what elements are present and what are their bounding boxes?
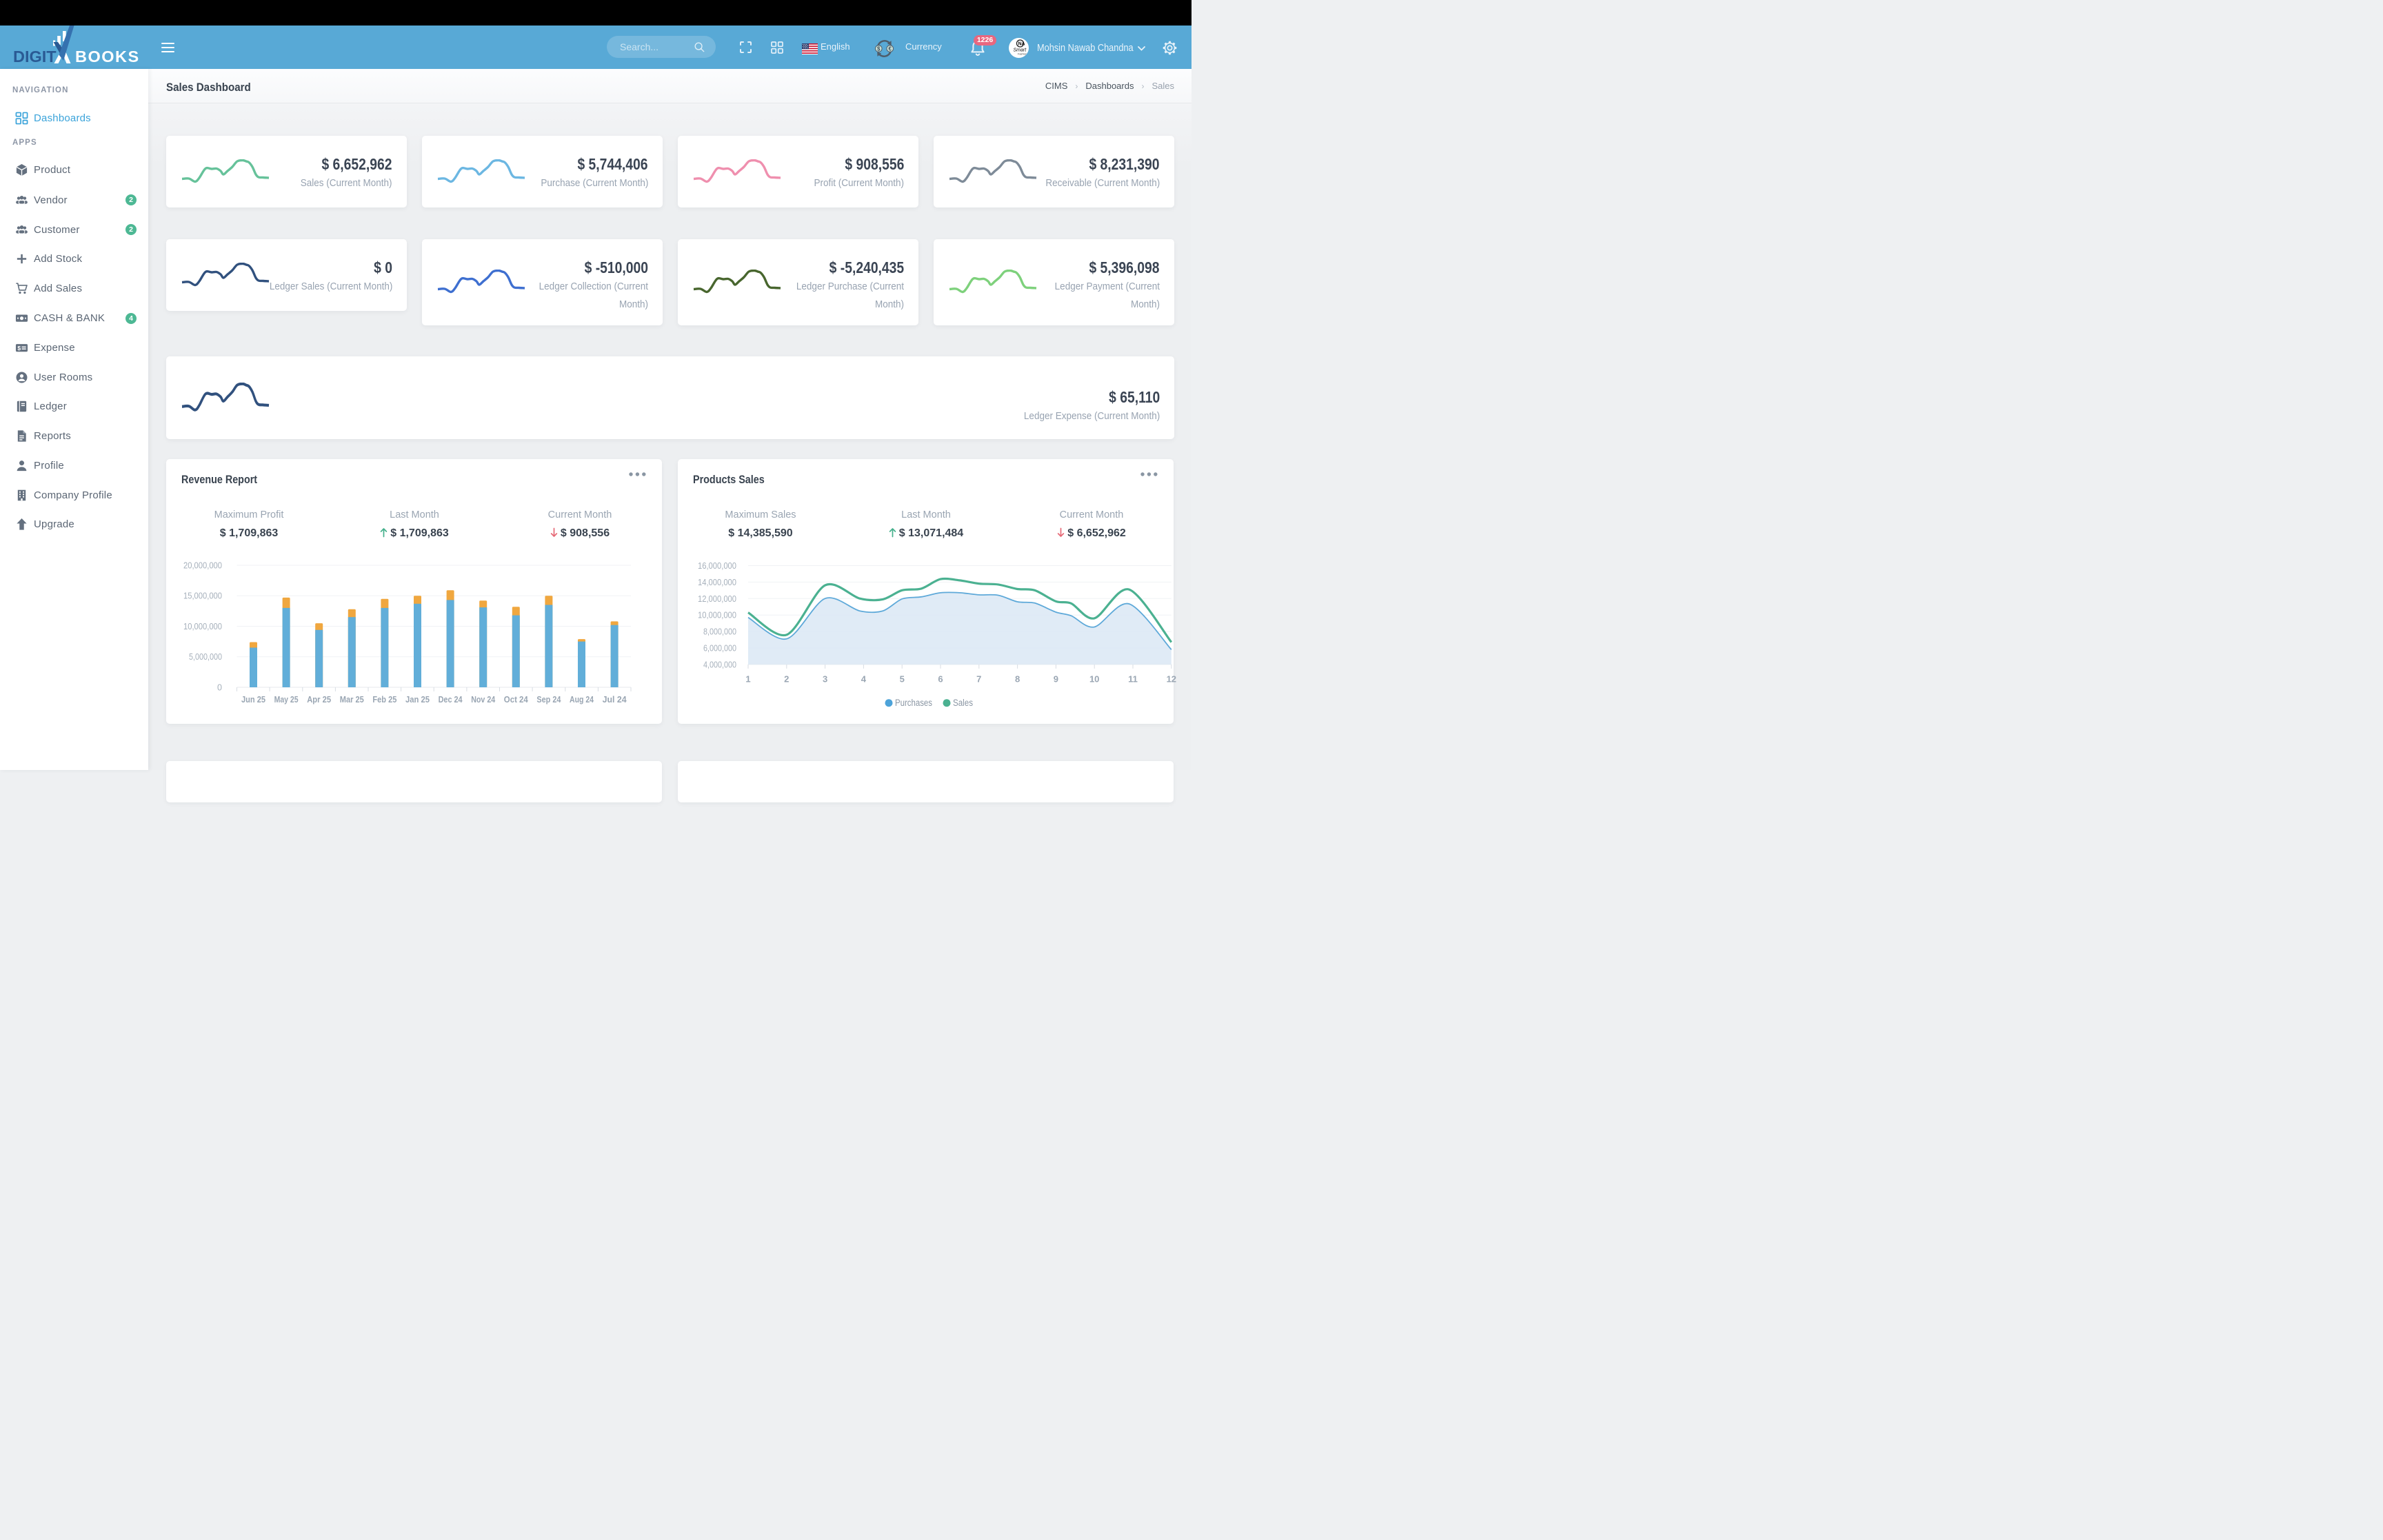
svg-text:DIGIT: DIGIT — [13, 48, 57, 65]
svg-text:NA: NA — [1018, 42, 1025, 47]
svg-text:5: 5 — [900, 673, 905, 684]
svg-text:Nov 24: Nov 24 — [471, 694, 496, 705]
svg-text:3: 3 — [823, 673, 827, 684]
svg-text:$: $ — [17, 344, 21, 351]
svg-text:4: 4 — [861, 673, 867, 684]
svg-text:10,000,000: 10,000,000 — [183, 622, 222, 631]
svg-text:11: 11 — [1128, 673, 1138, 684]
svg-text:6,000,000: 6,000,000 — [703, 643, 736, 653]
svg-text:4,000,000: 4,000,000 — [703, 660, 736, 669]
svg-text:9: 9 — [1054, 673, 1058, 684]
svg-text:€: € — [889, 45, 892, 52]
svg-text:15,000,000: 15,000,000 — [183, 591, 222, 600]
svg-text:Fashion: Fashion — [1018, 53, 1027, 56]
svg-text:10,000,000: 10,000,000 — [698, 610, 736, 620]
svg-text:16,000,000: 16,000,000 — [698, 561, 736, 571]
svg-text:0: 0 — [217, 682, 222, 692]
svg-text:Jul 24: Jul 24 — [603, 694, 627, 705]
svg-text:Jun 25: Jun 25 — [241, 694, 265, 705]
svg-text:Feb 25: Feb 25 — [372, 694, 396, 705]
svg-text:Sep 24: Sep 24 — [536, 694, 561, 705]
svg-text:Oct 24: Oct 24 — [504, 694, 529, 705]
svg-text:12,000,000: 12,000,000 — [698, 594, 736, 603]
svg-text:Aug 24: Aug 24 — [570, 694, 594, 705]
svg-text:Apr 25: Apr 25 — [307, 694, 331, 705]
svg-text:7: 7 — [976, 673, 981, 684]
svg-text:Dec 24: Dec 24 — [439, 694, 463, 705]
svg-text:May 25: May 25 — [274, 694, 299, 705]
svg-text:6: 6 — [938, 673, 943, 684]
svg-text:14,000,000: 14,000,000 — [698, 577, 736, 587]
svg-text:5,000,000: 5,000,000 — [189, 652, 222, 662]
svg-text:8: 8 — [1015, 673, 1020, 684]
svg-text:1: 1 — [745, 673, 750, 684]
svg-text:Purchases: Purchases — [895, 698, 932, 708]
svg-text:8,000,000: 8,000,000 — [703, 627, 736, 636]
svg-text:$: $ — [877, 45, 881, 52]
svg-text:Jan 25: Jan 25 — [405, 694, 430, 705]
svg-text:2: 2 — [784, 673, 789, 684]
svg-text:12: 12 — [1167, 673, 1176, 684]
svg-text:Smart: Smart — [1014, 48, 1027, 53]
svg-text:BOOKS: BOOKS — [75, 48, 140, 65]
svg-text:Mar 25: Mar 25 — [340, 694, 364, 705]
svg-text:Sales: Sales — [953, 698, 973, 708]
svg-text:20,000,000: 20,000,000 — [183, 560, 222, 570]
svg-text:10: 10 — [1089, 673, 1099, 684]
